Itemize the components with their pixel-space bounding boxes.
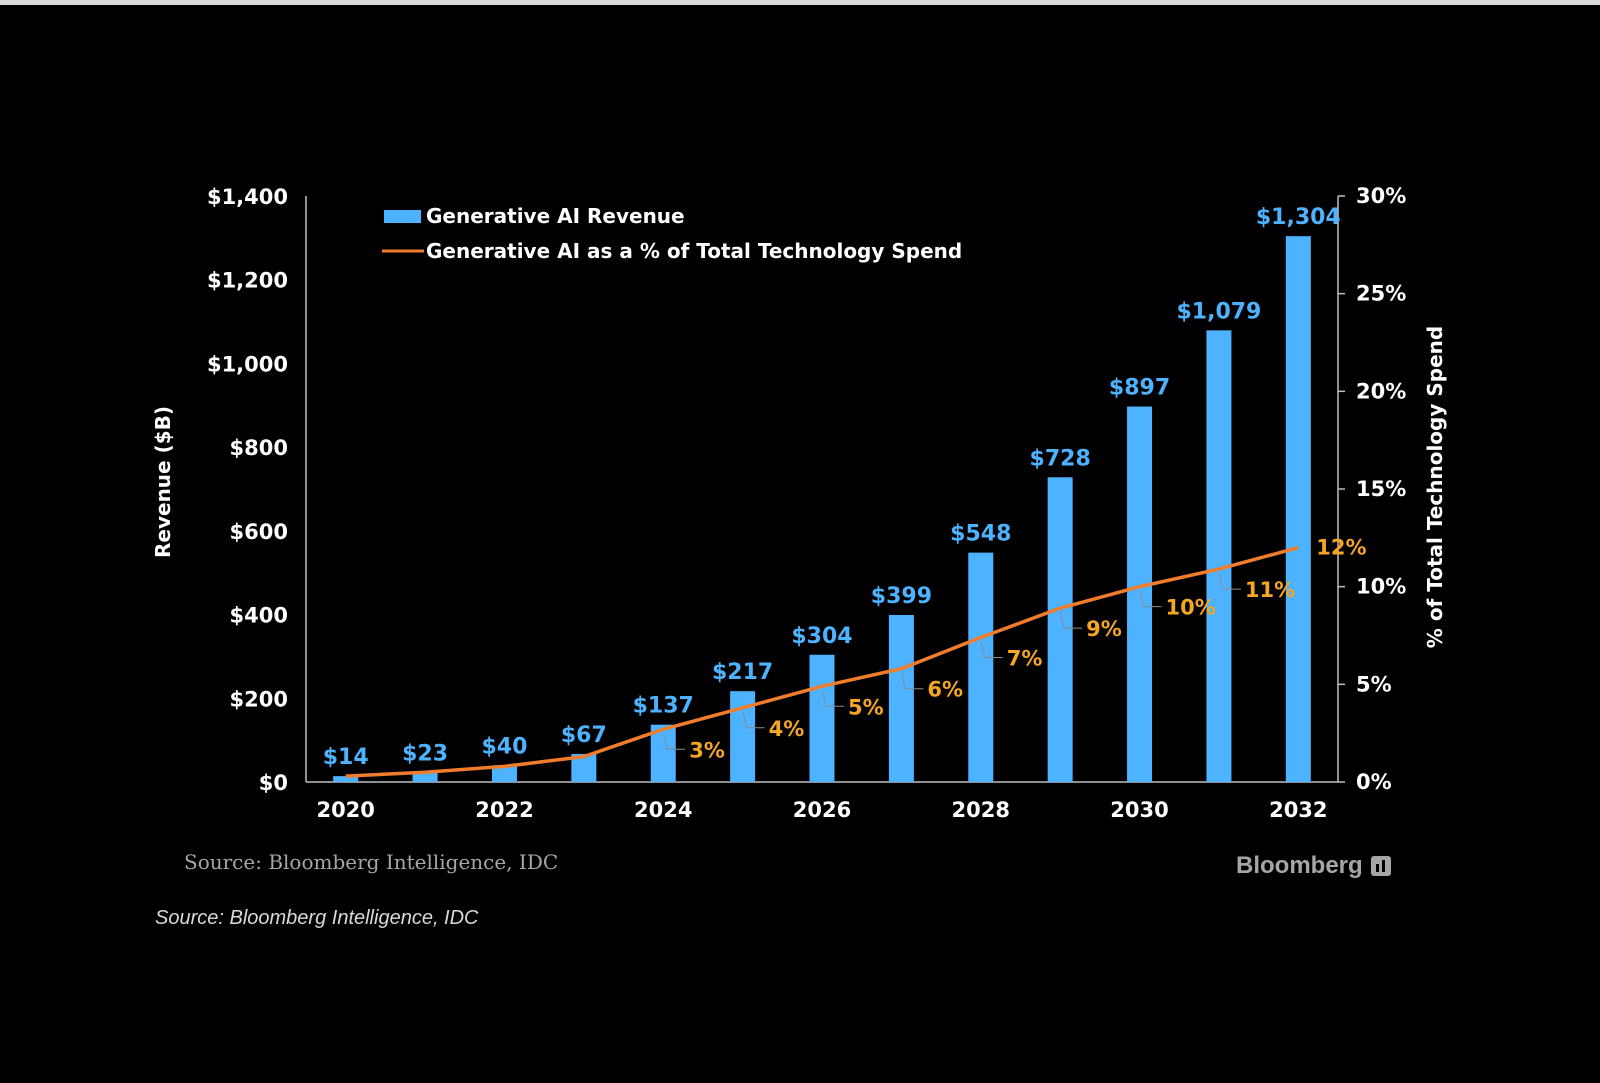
y2-tick-label: 15%: [1356, 477, 1406, 501]
y2-tick-label: 25%: [1356, 282, 1406, 306]
source-note: Source: Bloomberg Intelligence, IDC: [184, 850, 559, 874]
y-tick-label: $1,200: [207, 269, 288, 293]
data-labels: $14 $23 $40 $67 $137 $217 $304 $399 $548 $728 $897…: [323, 205, 1367, 770]
y-tick-label: $200: [230, 687, 288, 711]
label-leader-line: [742, 711, 765, 729]
caption: Source: Bloomberg Intelligence, IDC: [155, 907, 479, 929]
y2-tick-label: 5%: [1356, 672, 1392, 696]
y-tick-label: $600: [230, 520, 288, 544]
x-tick-label: 2026: [793, 798, 851, 822]
bar: [1047, 477, 1073, 782]
bar-value-label: $897: [1109, 376, 1170, 401]
bar-value-label: $67: [561, 723, 607, 748]
bar-value-label: $1,304: [1256, 205, 1341, 230]
line-value-label: 5%: [848, 695, 884, 719]
y2-axis-title: % of Total Technology Spend: [1423, 326, 1447, 648]
axes: $0 $200 $400 $600 $800 $1,000 $1,200 $1,400 0% 5%…: [207, 184, 1406, 822]
bar: [809, 654, 835, 782]
y-tick-label: $0: [259, 771, 288, 795]
line-value-label: 6%: [927, 678, 963, 702]
top-border: [0, 0, 1600, 5]
percent-line: [345, 545, 1299, 778]
bar: [888, 614, 914, 782]
line-value-label: 3%: [689, 738, 725, 762]
bar-series: [333, 236, 1311, 782]
label-leader-line: [900, 672, 924, 690]
bar: [1285, 236, 1311, 782]
bar: [412, 772, 438, 782]
bar: [1206, 330, 1232, 782]
y2-tick-label: 0%: [1356, 770, 1392, 794]
bar: [968, 552, 994, 782]
brand-name: Bloomberg: [1236, 852, 1363, 879]
bar-value-label: $14: [323, 745, 369, 770]
line-value-label: 12%: [1316, 536, 1366, 560]
x-tick-label: 2030: [1110, 798, 1168, 822]
x-tick-label: 2020: [316, 798, 374, 822]
x-tick-label: 2022: [475, 798, 533, 822]
brand-logo: Bloomberg: [1236, 852, 1391, 880]
bar-value-label: $217: [712, 660, 773, 685]
y-tick-label: $800: [230, 436, 288, 460]
label-leader-line: [1139, 590, 1162, 608]
bar-value-label: $40: [481, 734, 527, 759]
y2-tick-label: 10%: [1356, 575, 1406, 599]
bar-value-label: $728: [1030, 446, 1091, 471]
line-value-label: 11%: [1245, 578, 1295, 602]
line-value-label: 10%: [1166, 596, 1216, 620]
label-leader-line: [1059, 612, 1083, 629]
label-leader-line: [980, 641, 1003, 658]
x-tick-label: 2028: [952, 798, 1010, 822]
bar-value-label: $304: [791, 624, 852, 649]
bar-value-label: $399: [871, 584, 932, 609]
bar-value-label: $137: [633, 694, 694, 719]
y-axis-title: Revenue ($B): [151, 406, 175, 558]
legend: Generative AI Revenue Generative AI as a…: [382, 204, 962, 263]
line-value-label: 7%: [1007, 646, 1043, 670]
bar-value-label: $548: [950, 522, 1011, 547]
bar-value-label: $1,079: [1176, 299, 1261, 324]
x-tick-label: 2024: [634, 798, 692, 822]
bar: [1127, 406, 1153, 782]
line-value-label: 9%: [1086, 617, 1122, 641]
label-leader-line: [1218, 572, 1241, 590]
legend-swatch-bar: [384, 210, 421, 223]
bar-value-label: $23: [402, 741, 448, 766]
legend-label-percent: Generative AI as a % of Total Technology…: [426, 239, 962, 263]
bar: [333, 776, 359, 782]
y-tick-label: $1,000: [207, 352, 288, 376]
y-tick-label: $400: [230, 604, 288, 628]
x-tick-label: 2032: [1269, 798, 1327, 822]
y2-tick-label: 30%: [1356, 184, 1406, 208]
line-value-label: 4%: [769, 717, 805, 741]
legend-label-revenue: Generative AI Revenue: [426, 204, 685, 228]
line-series: [345, 545, 1299, 778]
y2-tick-label: 20%: [1356, 379, 1406, 403]
label-leader-line: [821, 690, 844, 707]
label-leader-line: [662, 733, 686, 750]
y-tick-label: $1,400: [207, 185, 288, 209]
bar: [491, 765, 517, 782]
bloomberg-chart-icon: [1370, 856, 1391, 876]
